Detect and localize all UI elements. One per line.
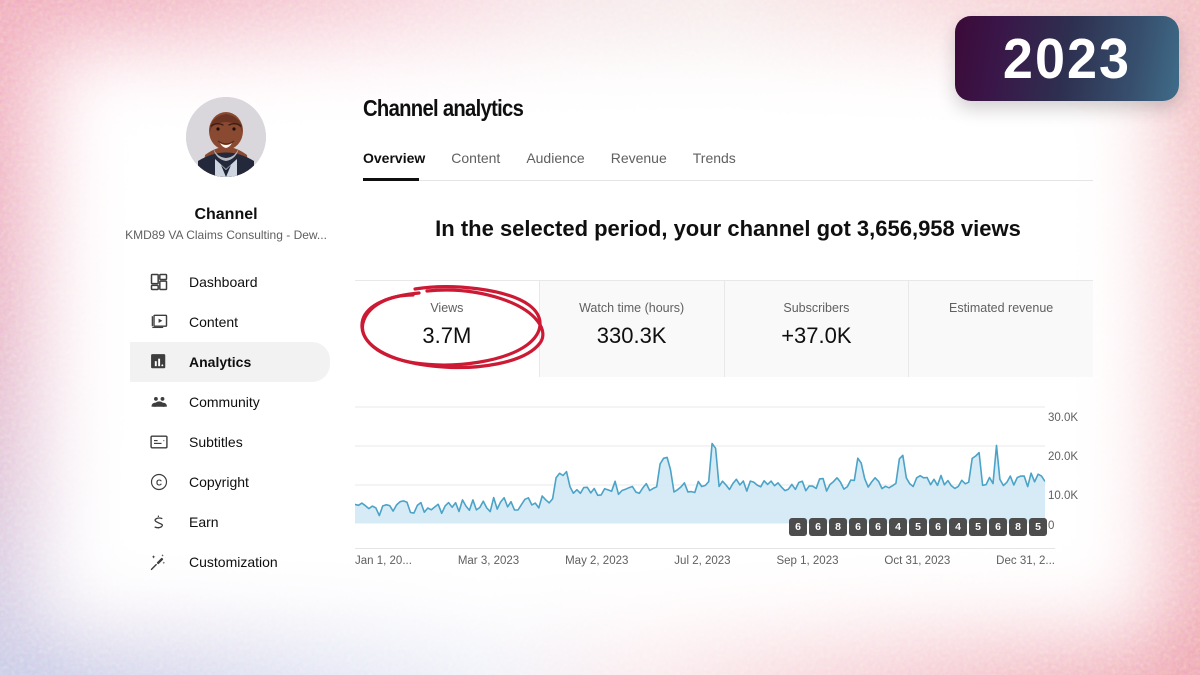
svg-text:C: C [156, 477, 162, 487]
